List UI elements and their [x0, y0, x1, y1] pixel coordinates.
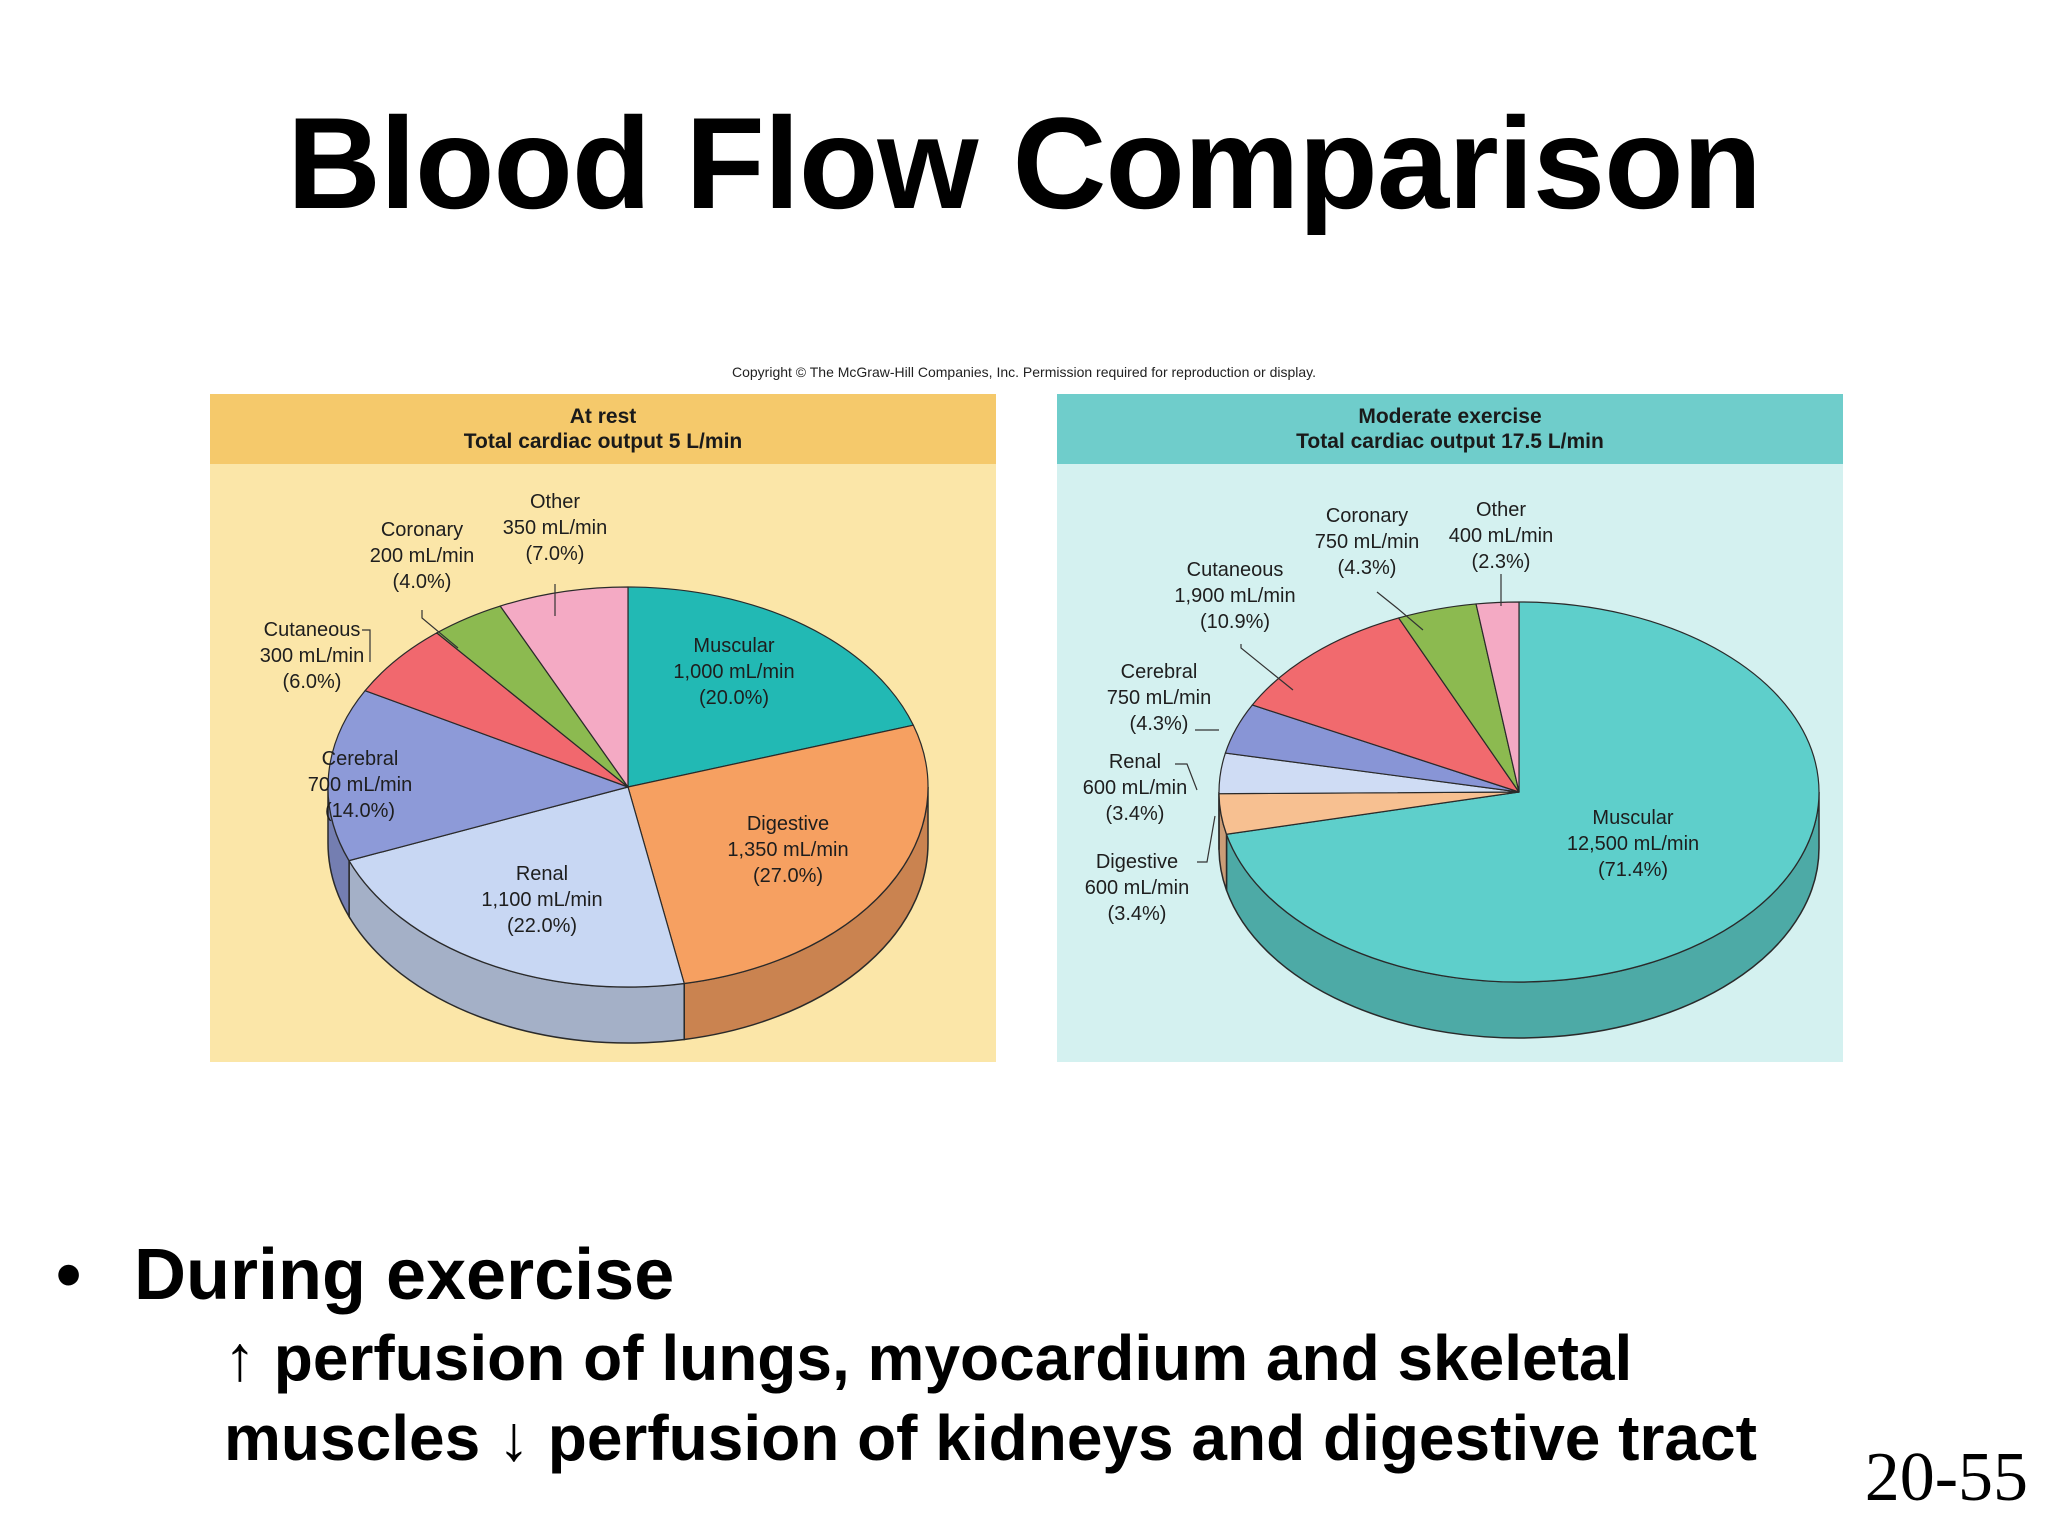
bullet-item: • During exercise	[56, 1232, 2016, 1318]
pie-label-other-name: Other	[530, 491, 580, 513]
pie-slice-cutaneous	[1251, 617, 1520, 793]
leader-line-digestive	[1197, 815, 1216, 863]
chart-panel-at-rest: At rest Total cardiac output 5 L/min Mus…	[210, 394, 996, 1062]
pie-label-renal-name: Renal	[1109, 751, 1161, 773]
leader-line-coronary	[1376, 591, 1424, 631]
sub-bullet-line-2: muscles ↓ perfusion of kidneys and diges…	[224, 1402, 1757, 1474]
pie-label-other-percent: (2.3%)	[1472, 551, 1531, 573]
leader-line-renal	[1175, 763, 1198, 791]
chart-title-at-rest: At rest	[569, 405, 637, 428]
pie-slice-cerebral	[327, 690, 629, 862]
pie-label-coronary-name: Coronary	[381, 519, 463, 541]
pie-label-cutaneous-percent: (10.9%)	[1200, 611, 1270, 633]
slide-title: Blood Flow Comparison	[287, 90, 1762, 236]
pie-label-cerebral-name: Cerebral	[1121, 661, 1198, 683]
pie-label-renal-value: 1,100 mL/min	[481, 889, 602, 911]
pie-label-other-value: 400 mL/min	[1449, 525, 1554, 547]
chart-title-moderate-exercise: Moderate exercise	[1358, 405, 1542, 428]
pie-label-coronary-name: Coronary	[1326, 505, 1408, 527]
page-number: 20-55	[1864, 1439, 2028, 1516]
pie-label-muscular-value: 12,500 mL/min	[1567, 833, 1699, 855]
pie-labels-undefined: Muscular 12,500 mL/min (71.4%) Digestive 600…	[1083, 499, 1699, 925]
pie-label-cerebral-name: Cerebral	[322, 748, 399, 770]
chart-header-moderate-exercise: Moderate exercise Total cardiac output 1…	[1057, 394, 1843, 464]
pie-chart-moderate-exercise: Muscular 12,500 mL/min (71.4%) Digestive 600…	[1083, 499, 1820, 1039]
pie-label-cutaneous-name: Cutaneous	[264, 619, 361, 641]
leader-line-coronary	[421, 610, 459, 649]
pie-label-cutaneous-name: Cutaneous	[1187, 559, 1284, 581]
pie-slice-muscular	[627, 586, 914, 788]
pie-top-undefined	[327, 586, 929, 988]
pie-slice-renal	[348, 786, 685, 988]
pie-label-cerebral-percent: (14.0%)	[325, 800, 395, 822]
pie-label-cerebral-value: 700 mL/min	[308, 774, 413, 796]
pie-label-renal-percent: (3.4%)	[1106, 803, 1165, 825]
pie-label-digestive-percent: (3.4%)	[1108, 903, 1167, 925]
pie-label-renal-name: Renal	[516, 863, 568, 885]
pie-label-other-name: Other	[1476, 499, 1526, 521]
pie-label-digestive-value: 1,350 mL/min	[727, 839, 848, 861]
pie-label-renal-value: 600 mL/min	[1083, 777, 1188, 799]
pie-label-muscular-name: Muscular	[1592, 807, 1673, 829]
pie-label-cerebral-value: 750 mL/min	[1107, 687, 1212, 709]
pie-label-muscular-name: Muscular	[693, 635, 774, 657]
pie-slice-other	[499, 586, 629, 788]
pie-top-undefined	[1218, 601, 1820, 983]
copyright-notice: Copyright © The McGraw-Hill Companies, I…	[731, 364, 1317, 380]
pie-label-muscular-value: 1,000 mL/min	[673, 661, 794, 683]
pie-slice-digestive	[627, 724, 929, 985]
leader-line-cutaneous	[1240, 644, 1294, 691]
pie-label-cerebral-percent: (4.3%)	[1130, 713, 1189, 735]
pie-label-cutaneous-percent: (6.0%)	[283, 671, 342, 693]
pie-label-digestive-name: Digestive	[1096, 851, 1178, 873]
pie-label-other-percent: (7.0%)	[526, 543, 585, 565]
pie-slice-other	[1475, 601, 1520, 793]
pie-label-digestive-percent: (27.0%)	[753, 865, 823, 887]
pie-label-cutaneous-value: 1,900 mL/min	[1174, 585, 1295, 607]
sub-bullet-line-1: ↑ perfusion of lungs, myocardium and ske…	[224, 1322, 1633, 1394]
bullet-list: • During exercise ↑ perfusion of lungs, m…	[56, 1232, 2016, 1478]
pie-slice-muscular	[1225, 601, 1820, 983]
pie-label-other-value: 350 mL/min	[503, 517, 608, 539]
pie-labels-undefined: Muscular 1,000 mL/min (20.0%) Digestive 1,35…	[260, 491, 849, 937]
pie-label-digestive-name: Digestive	[747, 813, 829, 835]
chart-panel-moderate-exercise: Moderate exercise Total cardiac output 1…	[1057, 394, 1843, 1062]
chart-header-at-rest: At rest Total cardiac output 5 L/min	[210, 394, 996, 464]
pie-label-digestive-value: 600 mL/min	[1085, 877, 1190, 899]
pie-label-coronary-percent: (4.3%)	[1338, 557, 1397, 579]
pie-label-cutaneous-value: 300 mL/min	[260, 645, 365, 667]
chart-subtitle-at-rest: Total cardiac output 5 L/min	[463, 430, 743, 453]
bullet-text: During exercise	[134, 1235, 675, 1315]
pie-label-muscular-percent: (71.4%)	[1598, 859, 1668, 881]
bullet-dot-icon: •	[56, 1235, 82, 1315]
pie-label-coronary-value: 200 mL/min	[370, 545, 475, 567]
pie-label-coronary-percent: (4.0%)	[393, 571, 452, 593]
pie-label-coronary-value: 750 mL/min	[1315, 531, 1420, 553]
pie-label-muscular-percent: (20.0%)	[699, 687, 769, 709]
leader-line-cutaneous	[362, 629, 371, 662]
pie-chart-at-rest: Muscular 1,000 mL/min (20.0%) Digestive 1,35…	[260, 491, 929, 1044]
pie-label-renal-percent: (22.0%)	[507, 915, 577, 937]
chart-subtitle-moderate-exercise: Total cardiac output 17.5 L/min	[1296, 430, 1604, 453]
